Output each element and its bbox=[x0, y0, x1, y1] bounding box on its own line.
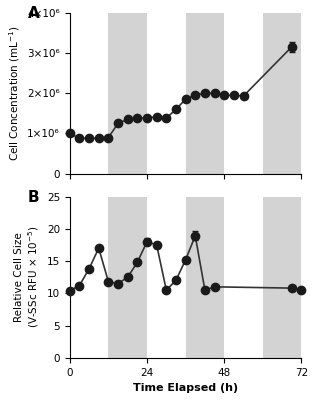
Y-axis label: Relative Cell Size
(V-SSc RFU × 10$^{-5}$): Relative Cell Size (V-SSc RFU × 10$^{-5}… bbox=[14, 226, 41, 328]
Bar bbox=[186, 196, 224, 358]
Bar bbox=[263, 12, 301, 174]
Bar bbox=[108, 196, 147, 358]
Y-axis label: Cell Concentration (mL$^{-1}$): Cell Concentration (mL$^{-1}$) bbox=[7, 26, 22, 161]
X-axis label: Time Elapsed (h): Time Elapsed (h) bbox=[133, 383, 238, 393]
Text: A: A bbox=[28, 6, 40, 21]
Bar bbox=[186, 12, 224, 174]
Bar bbox=[108, 12, 147, 174]
Bar bbox=[263, 196, 301, 358]
Text: B: B bbox=[28, 190, 40, 205]
